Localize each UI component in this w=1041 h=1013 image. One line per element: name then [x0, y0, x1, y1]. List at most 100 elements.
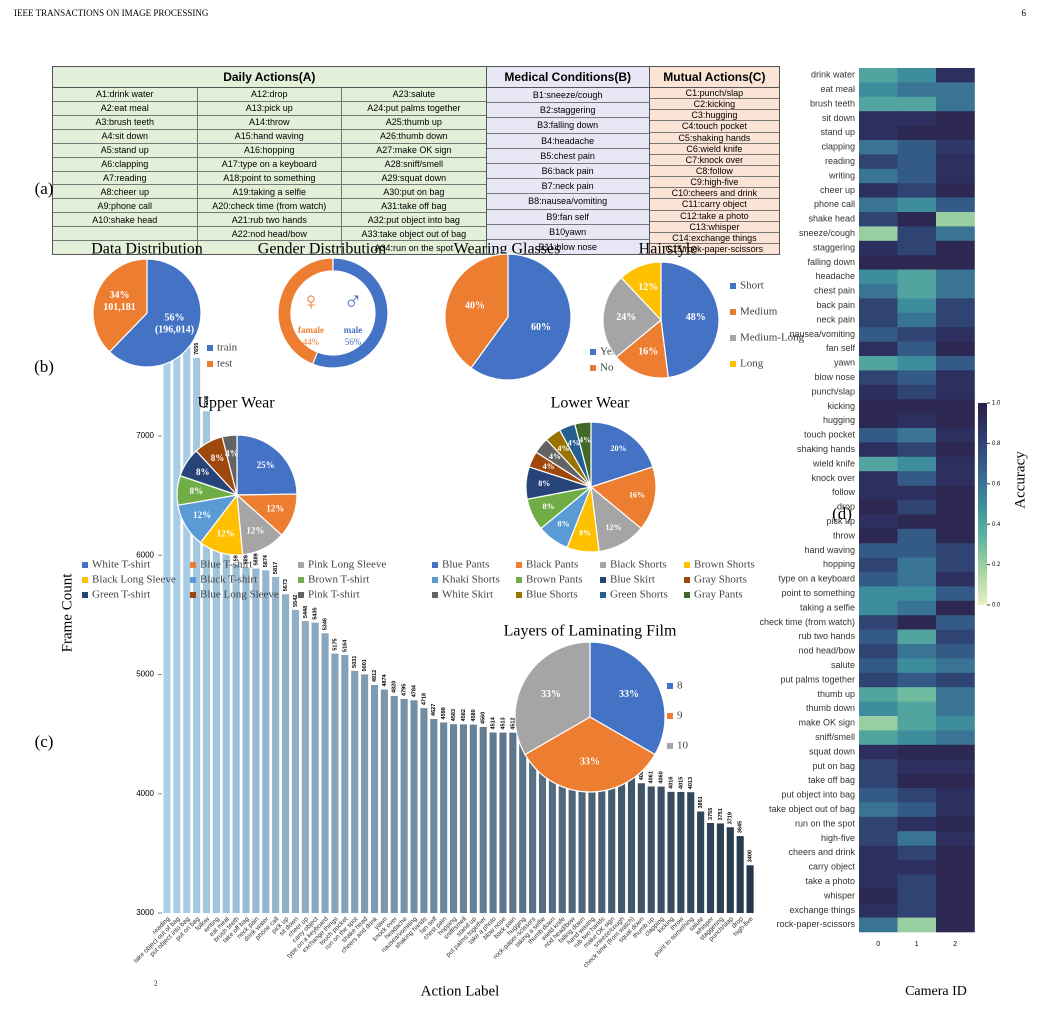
heat-cell [859, 240, 898, 256]
heat-cell [936, 312, 975, 328]
heat-cell [859, 442, 898, 458]
heat-cell [897, 615, 937, 630]
bar-value: 3755 [708, 808, 714, 820]
bar-value: 7655 [194, 343, 200, 355]
heat-cell [936, 356, 975, 371]
bar [430, 718, 438, 913]
heat-cell [936, 370, 975, 386]
table-cell: A23:salute [392, 89, 436, 100]
table-cell: C1:punch/slap [685, 88, 744, 99]
heat-cell [936, 82, 975, 98]
bar [311, 622, 319, 913]
table-row: C15:rock-paper-scissors [650, 244, 779, 254]
table-cell: A34:run on the spot [374, 242, 454, 253]
heat-cell [936, 528, 975, 544]
heat-cell [897, 183, 937, 198]
heat-cell [859, 456, 898, 472]
table-row: C9:high-five [649, 177, 779, 189]
heat-cell [936, 845, 975, 861]
legend-swatch [207, 361, 213, 367]
row-label: phone call [814, 199, 855, 209]
heat-cell [859, 284, 898, 299]
table-cell: A27:make OK sign [376, 145, 452, 156]
bar [222, 476, 230, 913]
heat-cell [897, 658, 937, 674]
heat-cell [859, 168, 898, 184]
legend-label: White Skirt [442, 589, 493, 601]
table-row: A3:brush teeth A14:throw A25:thumb up [53, 115, 486, 130]
legend-swatch [298, 592, 304, 598]
slice-label: 56% [165, 312, 185, 323]
colorbar-tick-label: 0.6 [992, 481, 1001, 487]
table-row: C8:follow [649, 166, 779, 178]
table-cell: C13:whisper [689, 221, 740, 232]
x-tick-label: take object out of bag [133, 915, 182, 964]
row-label: thumb down [806, 703, 855, 713]
row-label: staggering [813, 242, 855, 252]
table-row: B9:fan self [486, 210, 649, 225]
bar [232, 564, 240, 913]
heat-cell [859, 255, 898, 270]
table-cell: A7:reading [53, 171, 198, 185]
heat-cell [936, 543, 975, 558]
slice-label: 4% [225, 449, 239, 459]
bar [291, 609, 299, 913]
legend-label: No [600, 362, 614, 374]
row-label: cheers and drink [788, 847, 855, 857]
heat-cell [859, 831, 898, 846]
heat-cell [936, 500, 975, 515]
heat-cell [936, 514, 975, 530]
legend-swatch [516, 562, 522, 568]
bar [687, 792, 695, 913]
pie-slice [589, 641, 666, 756]
heat-cell [859, 269, 898, 285]
table-cell: C5:shaking hands [678, 132, 751, 143]
chart-title: Upper Wear [197, 395, 275, 412]
bar [637, 783, 645, 913]
heat-cell [936, 687, 975, 702]
bar-value: 4582 [461, 709, 467, 721]
table-cell: C2:kicking [693, 99, 736, 110]
heat-cell [936, 629, 975, 645]
table-header: Daily Actions(A) [53, 67, 486, 88]
bar [627, 776, 636, 913]
bar-value: 4013 [688, 777, 694, 789]
heat-cell [859, 298, 898, 314]
heat-cell [897, 312, 937, 328]
slice-count: 101,181 [103, 302, 136, 313]
y-tick-label: 7000 [136, 431, 154, 440]
bar [459, 724, 467, 913]
heat-cell [897, 831, 937, 846]
bar [677, 791, 685, 913]
table-row: B6:back pain [486, 164, 649, 180]
table-cell: A25:thumb up [385, 117, 442, 128]
row-label: thumb up [817, 689, 855, 699]
table-cell: A31:take off bag [381, 200, 447, 211]
table-cell: A21:rub two hands [198, 213, 343, 227]
slice-label: 24% [616, 312, 636, 323]
heat-cell [936, 183, 975, 198]
chart-title: Hairstyle [639, 241, 698, 258]
slice-label: 8% [196, 467, 210, 477]
table-cell [198, 241, 343, 255]
pie-slice [444, 253, 509, 369]
bar [726, 827, 734, 913]
legend-swatch [82, 577, 88, 583]
row-label: eat meal [820, 84, 855, 94]
bar [410, 700, 418, 913]
slice-label: 33% [580, 756, 600, 767]
row-label: punch/slap [811, 386, 855, 396]
heat-cell [897, 456, 937, 472]
table-cell: B1:sneeze/cough [532, 90, 603, 101]
table-cell: C4:touch pocket [681, 121, 747, 132]
slice-label: 4% [568, 438, 580, 447]
table-cell: C8:follow [695, 166, 733, 177]
colorbar-tick-label: 1.0 [992, 401, 1001, 407]
row-label: point to something [781, 588, 855, 598]
table-cell: A24:put palms together [367, 103, 461, 114]
bar-value: 5673 [283, 579, 289, 591]
legend-label: Gray Shorts [694, 574, 747, 586]
slice-label: 40% [465, 301, 485, 312]
bar [202, 411, 211, 913]
legend-swatch [730, 309, 736, 315]
